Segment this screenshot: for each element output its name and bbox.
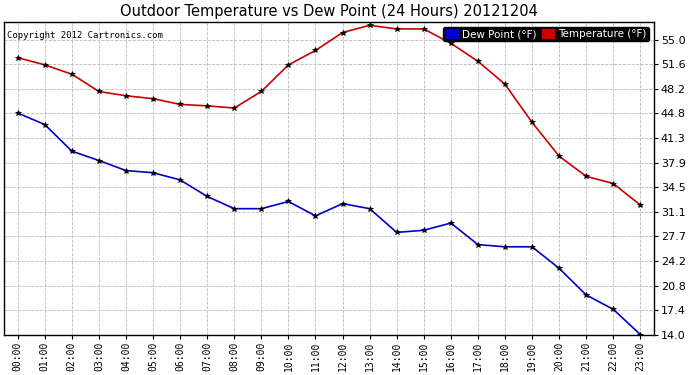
Title: Outdoor Temperature vs Dew Point (24 Hours) 20121204: Outdoor Temperature vs Dew Point (24 Hou… bbox=[120, 4, 538, 19]
Legend: Dew Point (°F), Temperature (°F): Dew Point (°F), Temperature (°F) bbox=[443, 27, 649, 41]
Text: Copyright 2012 Cartronics.com: Copyright 2012 Cartronics.com bbox=[8, 31, 164, 40]
